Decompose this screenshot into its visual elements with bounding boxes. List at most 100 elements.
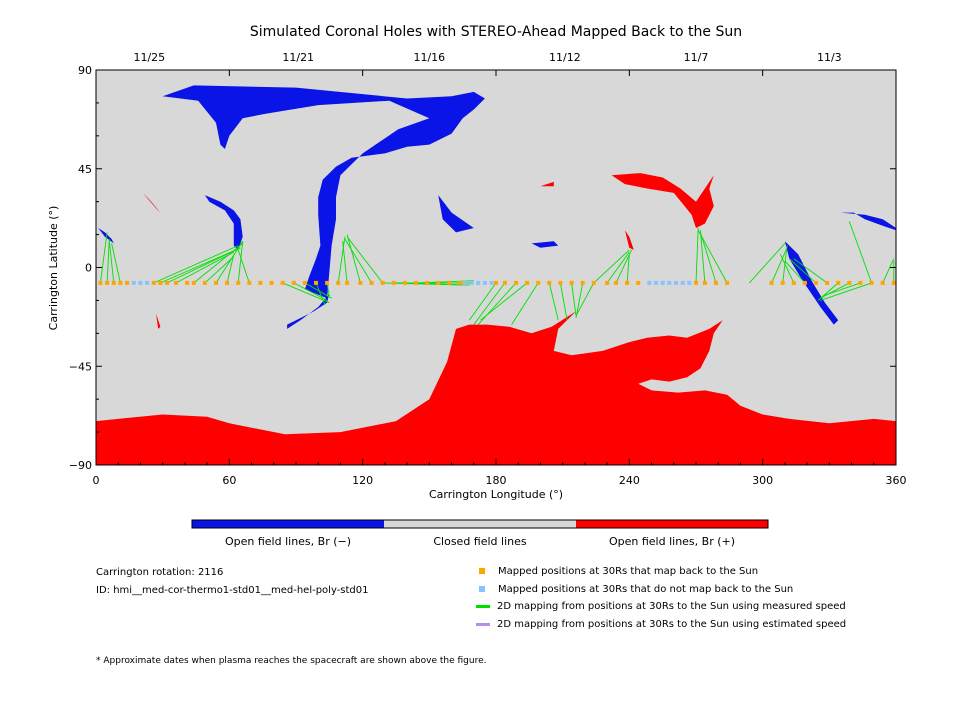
x-tick-label: 240 [619, 474, 640, 487]
mapped-point [111, 280, 116, 285]
x-tick-label: 120 [352, 474, 373, 487]
chart-title: Simulated Coronal Holes with STEREO-Ahea… [250, 24, 742, 40]
mapped-point [694, 280, 698, 285]
legend-unmapped-swatch [479, 586, 485, 592]
x-axis: 0 60 120 180 240 300 360 [93, 70, 907, 487]
north-polar-hole [131, 85, 485, 299]
hole-near-25 [142, 192, 161, 213]
hole-near-160 [438, 195, 474, 233]
mapped-point [214, 280, 218, 285]
mapped-point [425, 280, 430, 285]
measured-mapping-line [153, 245, 239, 284]
mapped-point [702, 280, 707, 285]
hole-near-28 [156, 313, 161, 329]
measured-mapping-line [226, 254, 235, 284]
mapped-point [158, 280, 163, 285]
measured-mapping-line [788, 258, 817, 284]
unmapped-point [469, 280, 474, 285]
mapped-points [98, 280, 896, 285]
hole-near-345 [840, 212, 896, 231]
hole-near-200-north [540, 181, 554, 187]
x-tick-label: 180 [486, 474, 507, 487]
mapped-point [525, 280, 530, 285]
footnote: * Approximate dates when plasma reaches … [96, 656, 487, 666]
unmapped-point [138, 280, 143, 285]
mapped-point [869, 280, 874, 285]
measured-mapping-line [699, 230, 706, 283]
measured-mapping-line [282, 282, 330, 304]
unmapped-point [667, 280, 672, 285]
mapped-point [536, 280, 541, 285]
legend-mapped: Mapped positions at 30Rs that map back t… [476, 566, 758, 580]
mapped-point [291, 280, 296, 285]
measured-mapping-line [779, 254, 795, 284]
measured-mapping-line [820, 282, 850, 299]
mapped-point [625, 280, 630, 285]
mapped-point [380, 280, 385, 285]
measured-mapping-line [559, 282, 568, 321]
mapped-point [191, 280, 196, 285]
measured-mapping-line [344, 238, 372, 284]
mapped-point [236, 280, 241, 285]
legend-measured-swatch [476, 604, 490, 608]
measured-mapping-line [237, 249, 250, 284]
y-axis: 90 45 0 −45 −90 [69, 64, 896, 472]
hole-near-200 [531, 241, 559, 248]
mapped-point [547, 280, 552, 285]
measured-mapping-line [575, 282, 595, 317]
mapped-point [302, 280, 307, 285]
measured-mapping-line [695, 227, 699, 283]
legend-unmapped-label: Mapped positions at 30Rs that do not map… [498, 584, 794, 595]
mapped-point [605, 280, 610, 285]
colorbar: Open field lines, Br (−) Closed field li… [191, 519, 769, 548]
mapped-point [802, 280, 807, 285]
measured-mapping-line [699, 232, 717, 284]
mapped-point [580, 280, 585, 285]
y-tick-label: −90 [69, 459, 92, 472]
date-tick-label: 11/16 [413, 51, 445, 64]
date-tick-label: 11/7 [684, 51, 709, 64]
date-tick-label: 11/3 [817, 51, 842, 64]
legend-mapped-label: Mapped positions at 30Rs that map back t… [498, 566, 759, 577]
legend-mapped-swatch [479, 568, 485, 574]
mapped-point [558, 280, 563, 285]
measured-mapping-line [571, 282, 577, 316]
measured-mapping-line [111, 243, 121, 283]
mapped-point [791, 280, 796, 285]
mapped-point [769, 280, 774, 285]
measured-mapping-line [548, 282, 559, 321]
measured-mapping-line [342, 241, 348, 283]
y-tick-label: −45 [69, 360, 92, 373]
hole-near-240 [624, 230, 634, 250]
measured-mapping-line [160, 249, 237, 284]
unmapped-point [680, 280, 685, 285]
mapped-point [891, 280, 896, 285]
hole-near-100 [287, 293, 330, 329]
measured-mapping-line [237, 241, 244, 283]
mapped-point [591, 280, 596, 285]
measured-mapping-line [882, 258, 895, 284]
unmapped-point [687, 280, 692, 285]
mapped-point [391, 280, 396, 285]
legend-unmapped: Mapped positions at 30Rs that do not map… [476, 584, 793, 598]
mapped-point [165, 280, 170, 285]
y-tick-label: 90 [78, 64, 92, 77]
unmapped-point [660, 280, 665, 285]
mapped-point [174, 280, 178, 285]
measured-mapping-line [468, 282, 497, 321]
measured-mapping-line [304, 282, 332, 299]
measured-mapping-line [108, 241, 115, 283]
mapped-point [185, 280, 190, 285]
legend-estimated-swatch [476, 622, 490, 626]
mapped-point [780, 280, 785, 285]
date-tick-label: 11/25 [133, 51, 165, 64]
legend-measured-label: 2D mapping from positions at 30Rs to the… [497, 601, 846, 612]
mapped-point [514, 280, 518, 285]
measured-mapping-line [793, 258, 828, 284]
colorbar-label-positive: Open field lines, Br (+) [609, 535, 735, 548]
x-tick-label: 0 [93, 474, 100, 487]
mapped-point [569, 280, 574, 285]
measured-mapping-line [326, 282, 330, 297]
mapped-point [151, 280, 156, 285]
